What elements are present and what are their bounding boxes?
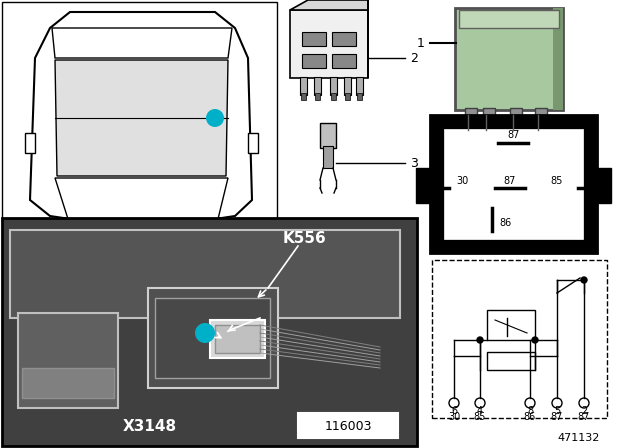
Bar: [510, 108, 522, 130]
Text: 86: 86: [524, 412, 536, 422]
Circle shape: [195, 323, 215, 343]
Bar: [432, 260, 607, 418]
Polygon shape: [52, 28, 232, 58]
Text: 8: 8: [527, 406, 533, 416]
Text: 2: 2: [581, 406, 587, 416]
Circle shape: [477, 337, 483, 343]
Bar: [10, 230, 400, 318]
Bar: [356, 77, 363, 95]
Text: K556: K556: [283, 231, 327, 246]
Bar: [2, 218, 417, 446]
Bar: [430, 115, 597, 253]
Text: 87: 87: [551, 412, 563, 422]
Circle shape: [579, 398, 589, 408]
Circle shape: [206, 109, 224, 127]
Text: 3: 3: [410, 156, 418, 169]
Text: 87: 87: [508, 130, 520, 140]
Bar: [22, 368, 114, 398]
Bar: [483, 108, 495, 130]
Bar: [290, 10, 368, 78]
Bar: [302, 54, 326, 68]
Text: X3148: X3148: [123, 418, 177, 434]
Bar: [300, 77, 307, 95]
Bar: [155, 298, 270, 378]
Bar: [344, 77, 351, 95]
Polygon shape: [55, 178, 228, 219]
Bar: [332, 54, 356, 68]
Circle shape: [475, 398, 485, 408]
Bar: [444, 129, 583, 239]
Bar: [455, 8, 563, 110]
Bar: [459, 10, 559, 28]
Text: 1: 1: [417, 36, 425, 49]
Bar: [553, 8, 563, 110]
Bar: [323, 146, 333, 168]
Text: 30: 30: [456, 176, 468, 186]
Circle shape: [581, 277, 587, 283]
Bar: [248, 133, 258, 153]
Bar: [302, 32, 326, 46]
Text: 471132: 471132: [557, 433, 600, 443]
Bar: [416, 168, 432, 203]
Circle shape: [532, 337, 538, 343]
Text: 87: 87: [578, 412, 590, 422]
Polygon shape: [290, 0, 368, 10]
Bar: [357, 93, 362, 100]
Bar: [315, 93, 320, 100]
Polygon shape: [55, 60, 228, 176]
Text: 4: 4: [477, 406, 483, 416]
Bar: [331, 93, 336, 100]
Text: 87: 87: [504, 176, 516, 186]
Text: 1: 1: [202, 328, 209, 338]
Text: 6: 6: [451, 406, 457, 416]
Bar: [487, 352, 535, 370]
Bar: [314, 77, 321, 95]
Bar: [298, 413, 398, 438]
Bar: [465, 108, 477, 130]
Bar: [25, 133, 35, 153]
Text: 85: 85: [474, 412, 486, 422]
Bar: [148, 288, 278, 388]
Text: 1: 1: [212, 113, 218, 123]
Bar: [332, 32, 356, 46]
Bar: [595, 168, 611, 203]
Bar: [320, 123, 336, 148]
Bar: [215, 325, 260, 353]
Text: 85: 85: [551, 176, 563, 186]
Text: 2: 2: [410, 52, 418, 65]
Bar: [330, 77, 337, 95]
Circle shape: [449, 398, 459, 408]
Circle shape: [525, 398, 535, 408]
Bar: [535, 108, 547, 130]
Text: 5: 5: [554, 406, 560, 416]
Bar: [18, 313, 118, 408]
Polygon shape: [30, 12, 252, 219]
Circle shape: [552, 398, 562, 408]
Text: 30: 30: [448, 412, 460, 422]
Text: 86: 86: [499, 218, 511, 228]
Bar: [345, 93, 350, 100]
Bar: [210, 320, 265, 358]
Bar: [301, 93, 306, 100]
Bar: [2, 2, 277, 220]
Text: 116003: 116003: [324, 419, 372, 432]
Bar: [487, 310, 535, 340]
